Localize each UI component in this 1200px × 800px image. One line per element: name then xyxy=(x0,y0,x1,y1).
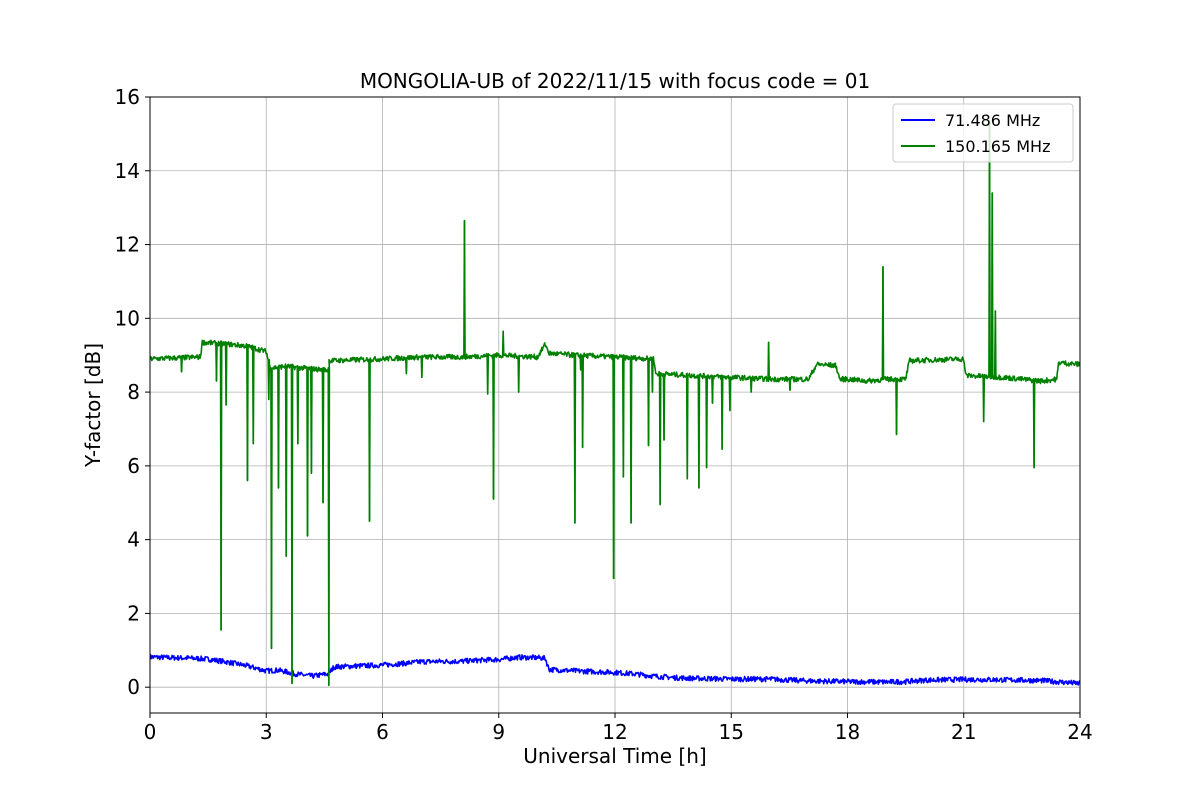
x-tick-label: 6 xyxy=(376,720,389,744)
y-tick-label: 6 xyxy=(127,454,140,478)
x-tick-label: 21 xyxy=(951,720,976,744)
series-layer xyxy=(150,120,1080,687)
series-2 xyxy=(150,120,1080,687)
x-tick-label: 3 xyxy=(260,720,273,744)
x-tick-label: 15 xyxy=(719,720,744,744)
chart-title: MONGOLIA-UB of 2022/11/15 with focus cod… xyxy=(360,69,870,93)
legend-label: 150.165 MHz xyxy=(945,137,1050,156)
grid-lines xyxy=(149,96,1081,713)
x-tick-label: 12 xyxy=(602,720,627,744)
y-tick-label: 12 xyxy=(115,233,140,257)
series-line xyxy=(150,120,1080,687)
legend: 71.486 MHz 150.165 MHz xyxy=(892,103,1074,163)
series-1 xyxy=(150,653,1080,686)
y-tick-label: 0 xyxy=(127,675,140,699)
y-axis-label: Y-factor [dB] xyxy=(81,343,105,468)
x-tick-label: 9 xyxy=(492,720,505,744)
legend-label: 71.486 MHz xyxy=(945,111,1040,130)
y-tick-label: 10 xyxy=(115,306,140,330)
x-tick-label: 0 xyxy=(144,720,157,744)
y-tick-label: 14 xyxy=(115,159,140,183)
legend-box xyxy=(892,103,1074,163)
y-tick-label: 16 xyxy=(115,85,140,109)
x-tick-label: 24 xyxy=(1067,720,1092,744)
y-tick-label: 2 xyxy=(127,601,140,625)
x-axis-label: Universal Time [h] xyxy=(523,744,706,768)
series-line xyxy=(150,653,1080,686)
x-tick-label: 18 xyxy=(835,720,860,744)
y-tick-label: 8 xyxy=(127,380,140,404)
y-tick-label: 4 xyxy=(127,528,140,552)
